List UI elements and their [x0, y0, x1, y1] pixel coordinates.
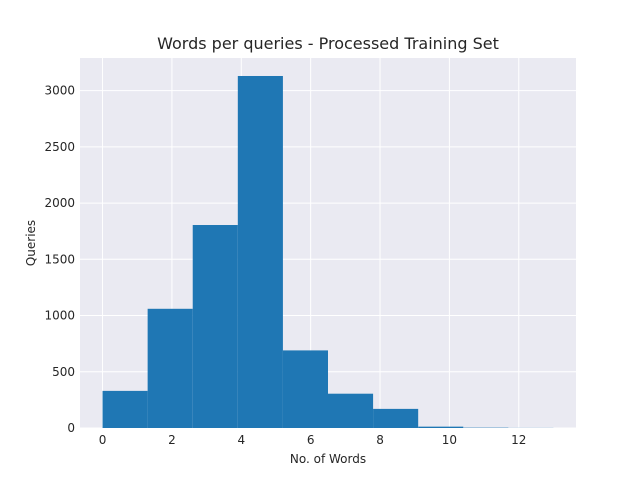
- histogram-bar: [328, 393, 374, 428]
- y-tick-label: 1000: [44, 309, 75, 323]
- y-axis-label: Queries: [24, 220, 38, 266]
- histogram-bar: [418, 426, 464, 428]
- histogram-bar: [373, 408, 419, 428]
- y-tick-label: 1500: [44, 252, 75, 266]
- bars: [102, 75, 554, 428]
- histogram-bar: [102, 390, 148, 428]
- x-tick-label: 0: [99, 433, 107, 447]
- y-tick-label: 2500: [44, 140, 75, 154]
- x-tick-label: 4: [237, 433, 245, 447]
- histogram-bar: [282, 350, 328, 428]
- x-tick-label: 12: [511, 433, 526, 447]
- chart-title: Words per queries - Processed Training S…: [157, 34, 499, 53]
- x-tick-label: 8: [376, 433, 384, 447]
- histogram-bar: [237, 75, 283, 428]
- x-axis-label: No. of Words: [290, 452, 366, 466]
- y-tick-label: 3000: [44, 84, 75, 98]
- histogram-bar: [192, 225, 238, 428]
- x-tick-label: 2: [168, 433, 176, 447]
- x-tick-label: 10: [442, 433, 457, 447]
- y-tick-label: 2000: [44, 196, 75, 210]
- y-tick-label: 500: [52, 365, 75, 379]
- y-tick-labels: 0 500 1000 1500 2000 2500 3000: [44, 84, 75, 435]
- y-tick-label: 0: [67, 421, 75, 435]
- x-tick-labels: 0 2 4 6 8 10 12: [99, 433, 527, 447]
- x-tick-label: 6: [307, 433, 315, 447]
- histogram-bar: [147, 308, 193, 428]
